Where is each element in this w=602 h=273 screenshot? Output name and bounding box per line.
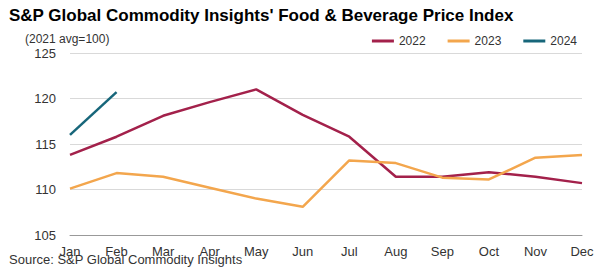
svg-text:Nov: Nov [524, 244, 548, 259]
svg-text:125: 125 [34, 46, 56, 61]
svg-text:2023: 2023 [475, 34, 502, 48]
svg-text:Jul: Jul [341, 244, 358, 259]
svg-text:May: May [244, 244, 269, 259]
svg-text:Aug: Aug [384, 244, 407, 259]
svg-text:Source: S&P Global Commodity I: Source: S&P Global Commodity Insights [9, 252, 243, 267]
svg-text:S&P Global Commodity Insights': S&P Global Commodity Insights' Food & Be… [9, 6, 514, 25]
svg-text:Sep: Sep [431, 244, 454, 259]
svg-text:115: 115 [35, 137, 56, 152]
svg-text:120: 120 [34, 91, 56, 106]
svg-text:Oct: Oct [479, 244, 500, 259]
svg-text:105: 105 [34, 228, 56, 243]
svg-text:(2021 avg=100): (2021 avg=100) [25, 32, 109, 46]
svg-text:2022: 2022 [399, 34, 426, 48]
svg-text:Jun: Jun [292, 244, 313, 259]
svg-text:2024: 2024 [550, 34, 577, 48]
svg-text:Dec: Dec [570, 244, 594, 259]
svg-text:110: 110 [35, 182, 56, 197]
